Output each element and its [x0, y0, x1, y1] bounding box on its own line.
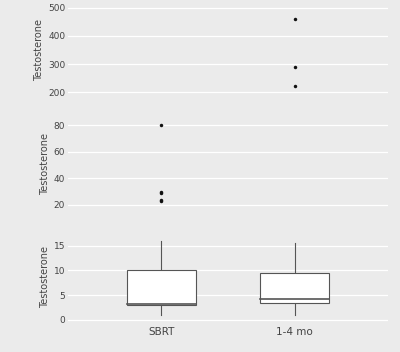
Bar [127, 270, 196, 305]
Y-axis label: Testosterone: Testosterone [40, 133, 50, 195]
Y-axis label: Testosterone: Testosterone [34, 19, 44, 81]
Bar [260, 273, 329, 302]
Y-axis label: Testosterone: Testosterone [40, 246, 50, 308]
